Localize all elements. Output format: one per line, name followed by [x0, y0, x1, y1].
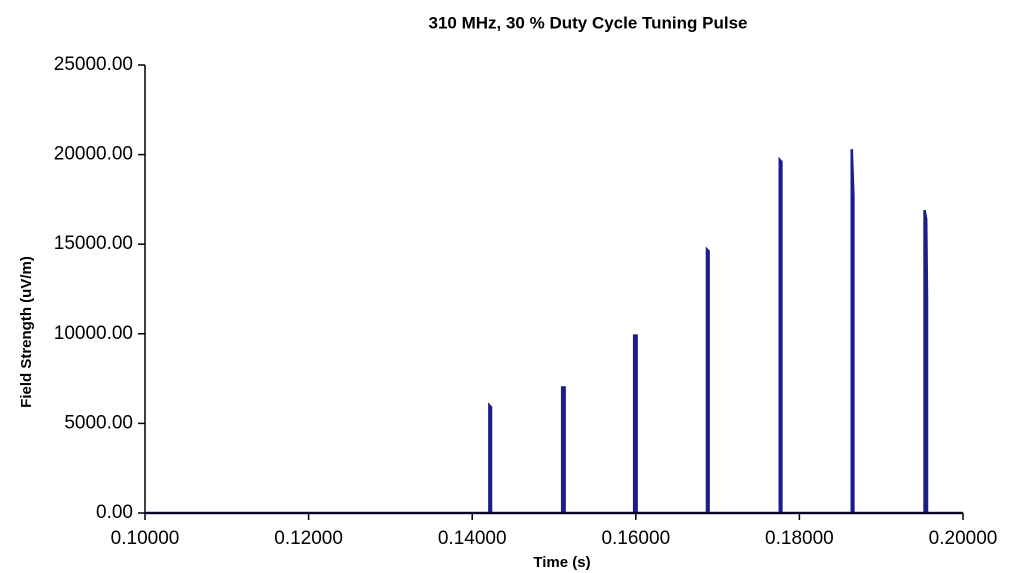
- y-tick-label: 25000.00: [54, 54, 133, 75]
- y-tick-label: 0.00: [96, 502, 133, 523]
- x-tick-label: 0.20000: [929, 528, 998, 549]
- x-tick-label: 0.18000: [765, 528, 834, 549]
- data-line: [145, 149, 963, 515]
- y-tick-label: 5000.00: [64, 412, 133, 433]
- chart-title: 310 MHz, 30 % Duty Cycle Tuning Pulse: [429, 13, 748, 32]
- x-tick-label: 0.14000: [438, 528, 507, 549]
- y-tick-label: 20000.00: [54, 144, 133, 165]
- y-tick-label: 15000.00: [54, 233, 133, 254]
- y-axis-label: Field Strength (uV/m): [18, 256, 35, 408]
- x-axis-label: Time (s): [533, 554, 590, 571]
- x-tick-label: 0.16000: [601, 528, 670, 549]
- y-tick-label: 10000.00: [54, 323, 133, 344]
- x-tick-label: 0.10000: [111, 528, 180, 549]
- x-tick-label: 0.12000: [274, 528, 343, 549]
